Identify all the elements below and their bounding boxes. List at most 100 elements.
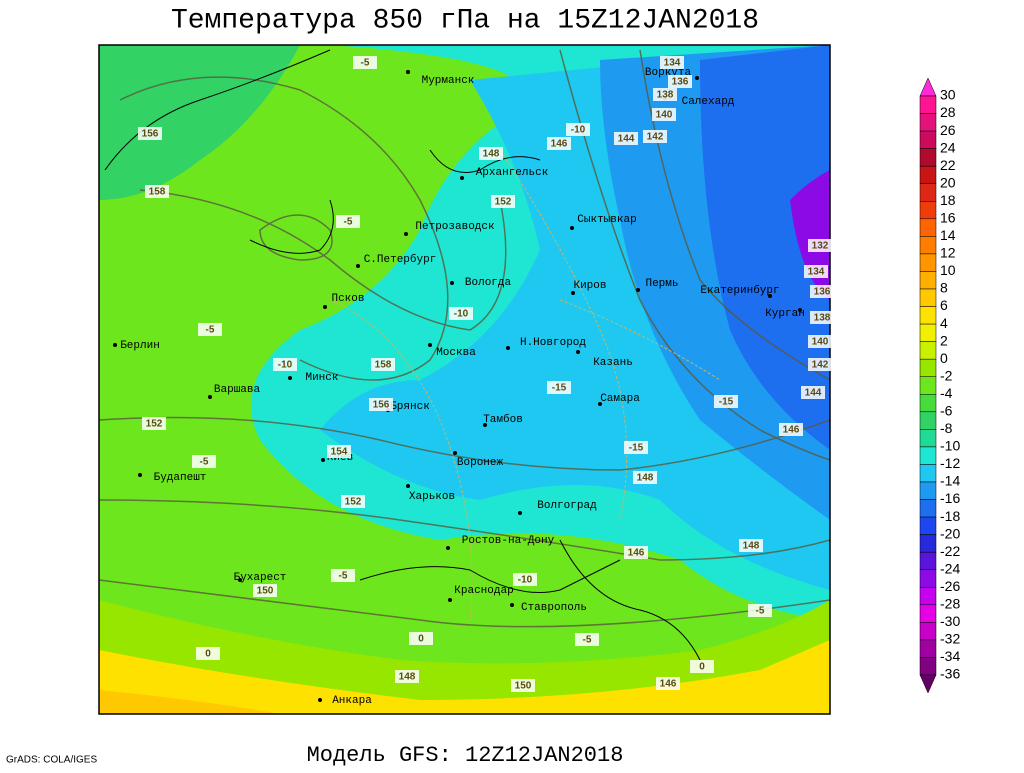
contour-label: -5 [344,217,353,228]
city-label: Воронеж [457,457,504,469]
legend-swatch [919,165,937,184]
legend-level: 26 [940,122,956,138]
contour-label-box [331,569,355,582]
legend-level: -20 [940,525,960,541]
legend-swatch [919,639,937,658]
contour-label-box [547,137,571,150]
city-label: Москва [436,347,476,359]
contour-label-box [192,455,216,468]
city-dot [113,343,117,347]
map-frame [98,44,831,715]
map-field [99,45,830,714]
legend-swatch [919,411,937,430]
contour-label-box [624,546,648,559]
legend-level: 0 [940,350,948,366]
city-dot [428,343,432,347]
city-label: Берлин [120,340,160,352]
city-dot [448,598,452,602]
legend-level: -28 [940,596,960,612]
city-dot [598,402,602,406]
legend-swatch [919,674,937,694]
legend-level: -36 [940,666,960,682]
legend-swatch [919,183,937,202]
contour-label-box [810,311,834,324]
contour-label-box [138,127,162,140]
contour-label-box [652,108,676,121]
legend-swatch [919,271,937,290]
contour-label-box [808,358,832,371]
coastlines [104,49,701,661]
field-region [99,640,830,714]
legend-swatch [919,95,937,114]
city-label: Н.Новгород [520,337,586,349]
legend-swatch [919,622,937,641]
city-dot [138,473,142,477]
contour-label: 150 [515,681,532,692]
city-label: Ставрополь [521,602,587,614]
legend-level: -16 [940,490,960,506]
contour-label-box [804,265,828,278]
legend-level: -32 [940,631,960,647]
legend-swatch [919,341,937,360]
city-dot [406,70,410,74]
legend-level: -10 [940,438,960,454]
legend-swatch [919,446,937,465]
city-label: Ростов-на-Дону [462,535,555,547]
title: Температура 850 гПа на 15Z12JAN2018 [171,5,759,36]
contour-label: 144 [618,134,635,145]
contour-label-box [779,423,803,436]
contour-label: 152 [495,197,512,208]
contour-label: -10 [518,575,533,586]
contour-label-box [808,335,832,348]
field-region [99,45,300,200]
contour-label: 152 [146,419,163,430]
city-dot [321,458,325,462]
legend-level: -6 [940,403,953,419]
legend-swatch [919,358,937,377]
contour-label: -10 [278,360,293,371]
contour-label: -10 [454,309,469,320]
contour-label-box [353,56,377,69]
legend-level: -30 [940,613,960,629]
legend-swatch [919,218,937,237]
legend-level: 16 [940,210,956,226]
city-label: Мурманск [422,75,475,87]
contour-label-box [801,386,825,399]
legend-swatch [919,130,937,149]
legend-swatch [919,376,937,395]
contour-label: 146 [660,679,677,690]
city-dot [460,176,464,180]
city-label: Пермь [645,278,678,290]
contour-label-box [511,679,535,692]
legend-level: 30 [940,87,956,103]
legend-swatch [919,657,937,676]
contour-label-box [198,323,222,336]
contour-label: 0 [205,649,211,660]
contour-label-box [327,445,351,458]
contour-label: -5 [200,457,209,468]
contour-label: 132 [812,241,829,252]
city-dot [636,288,640,292]
legend-level: 12 [940,245,956,261]
city-dot [208,395,212,399]
borders [329,149,721,621]
contour-label-box [656,677,680,690]
contour-label: 148 [399,672,416,683]
contour-label-box [341,495,365,508]
contour-label: 136 [672,77,689,88]
city-dot [318,698,322,702]
city-label: Тамбов [483,413,523,426]
contour-label-box [690,660,714,673]
legend-swatch [919,499,937,518]
contour-label-box [714,395,738,408]
city-label: Бухарест [234,572,287,584]
contour-label: 158 [149,187,166,198]
contour-label: 156 [142,129,159,140]
city-label: Будапешт [154,472,207,484]
contour-label: 158 [375,360,392,371]
city-label: Брянск [390,401,430,413]
city-label: Архангельск [476,167,549,179]
city-label: Казань [593,357,633,369]
contour-label: 138 [814,313,831,324]
